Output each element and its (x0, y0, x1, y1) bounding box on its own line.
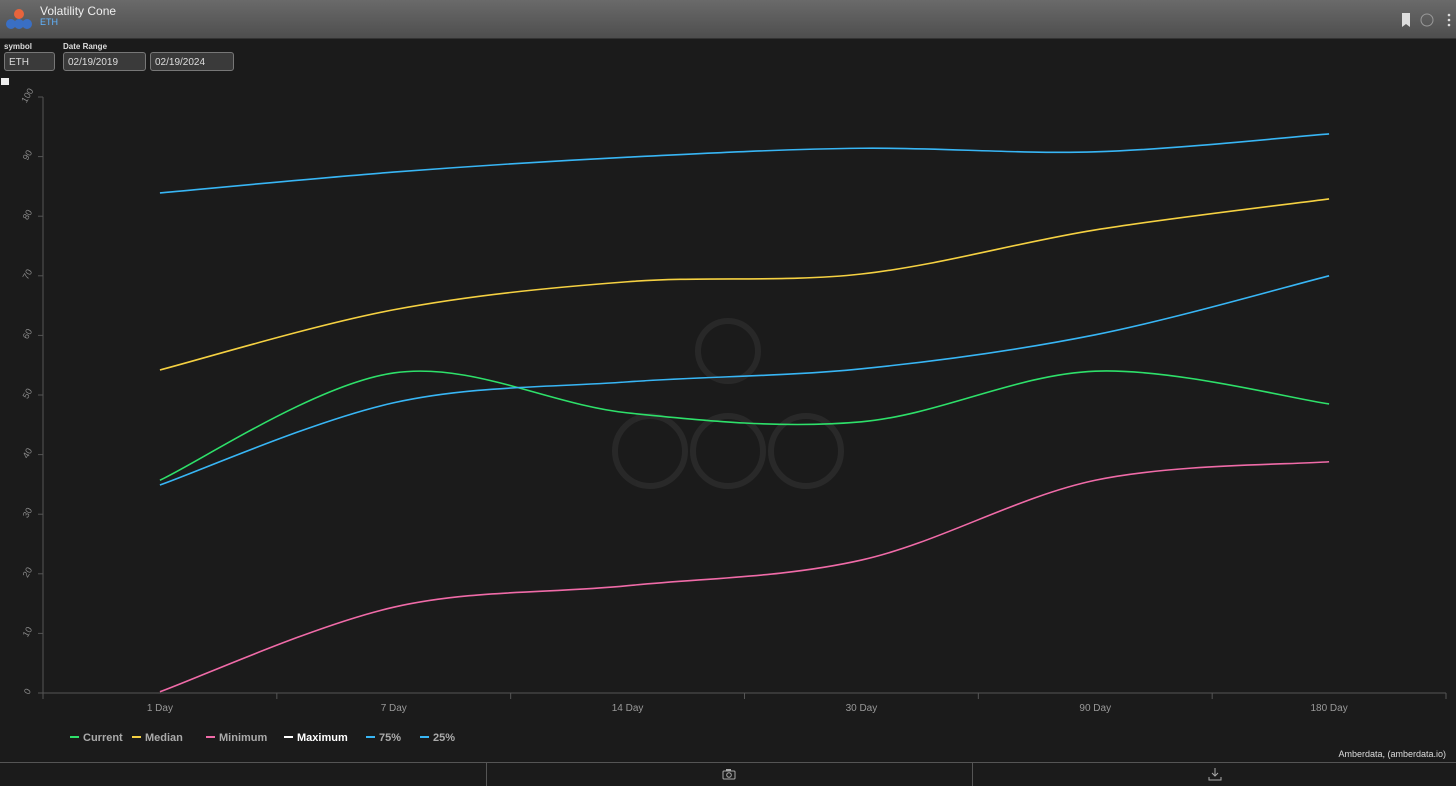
legend-label: Median (145, 732, 183, 744)
legend-item[interactable]: Median (132, 732, 183, 744)
y-tick-label: 80 (21, 208, 35, 222)
camera-icon (722, 769, 736, 780)
widget-title: Volatility Cone (40, 4, 117, 18)
header-icons[interactable] (1396, 10, 1456, 30)
x-tick-label: 7 Day (381, 703, 407, 714)
y-tick-label: 40 (21, 446, 35, 460)
x-tick-label: 14 Day (612, 703, 644, 714)
y-tick-label: 70 (21, 267, 35, 281)
x-tick-label: 1 Day (147, 703, 173, 714)
symbol-input[interactable]: ETH (4, 52, 55, 71)
end-date-input[interactable]: 02/19/2024 (150, 52, 234, 71)
series-line (159, 198, 1330, 371)
date-range-label: Date Range (63, 42, 108, 51)
legend-item[interactable]: Minimum (206, 732, 267, 744)
y-tick-label: 50 (21, 387, 35, 401)
widget-subtitle: ETH (40, 17, 58, 27)
legend-item[interactable]: Current (70, 732, 123, 744)
legend-item[interactable]: Maximum (284, 732, 348, 744)
x-tick-label: 30 Day (846, 703, 878, 714)
toolbar (0, 762, 1456, 786)
series-line (159, 133, 1330, 194)
y-tick-label: 30 (21, 506, 35, 520)
logo (6, 9, 32, 29)
legend-label: Current (83, 732, 123, 744)
chart: 0 10 20 30 40 50 60 70 80 90 100 1 Day 7 Day 14 Day 30… (1, 78, 1447, 744)
y-tick-label: 100 (19, 86, 35, 104)
download-icon (1208, 768, 1222, 781)
credit: Amberdata, (amberdata.io) (1338, 749, 1446, 759)
expand-toggle[interactable] (1, 78, 9, 85)
y-tick-label: 90 (21, 148, 35, 162)
watermark (612, 318, 844, 489)
download-button[interactable] (972, 763, 1456, 786)
snapshot-button[interactable] (486, 763, 973, 786)
series-line (159, 275, 1330, 486)
legend-label: Maximum (297, 732, 348, 744)
series-line (159, 460, 1330, 693)
series-line (159, 370, 1330, 481)
header-bar: Volatility Cone ETH (0, 0, 1456, 39)
start-date-input[interactable]: 02/19/2019 (63, 52, 146, 71)
legend-item[interactable]: 75% (366, 732, 401, 744)
y-tick-label: 60 (21, 327, 35, 341)
symbol-label: symbol (4, 42, 33, 51)
y-tick-label: 10 (21, 625, 35, 639)
legend-label: 75% (379, 732, 401, 744)
x-tick-label: 90 Day (1079, 703, 1111, 714)
legend-label: 25% (433, 732, 455, 744)
legend-item[interactable]: 25% (420, 732, 455, 744)
legend-label: Minimum (219, 732, 267, 744)
y-tick-label: 20 (21, 565, 35, 579)
y-tick-label: 0 (22, 687, 33, 696)
x-tick-label: 180 Day (1310, 703, 1347, 714)
